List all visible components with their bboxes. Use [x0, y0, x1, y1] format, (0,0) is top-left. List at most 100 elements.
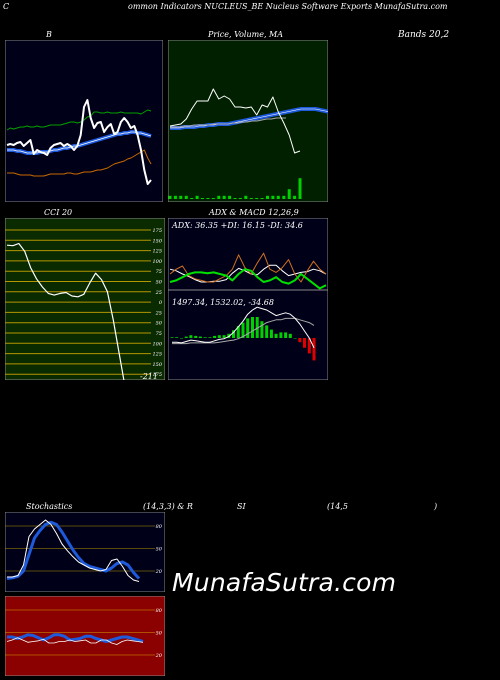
- adx-macd-label: ADX & MACD 12,26,9: [209, 208, 299, 217]
- macd-histogram-bar: [274, 333, 278, 338]
- cci-tick-label: 100: [152, 259, 162, 265]
- volume-bar: [276, 195, 280, 199]
- rsi-line: [7, 633, 144, 643]
- volume-bar: [211, 198, 215, 199]
- cci-value-label: -211: [140, 372, 158, 381]
- volume-bar: [233, 198, 237, 199]
- macd-histogram-bar: [175, 337, 179, 338]
- macd-histogram-bar: [227, 333, 231, 338]
- bollinger-lower-band: [7, 149, 152, 177]
- volume-bar: [179, 195, 183, 199]
- macd-histogram-bar: [284, 332, 288, 338]
- bollinger-upper-band: [6, 109, 152, 131]
- bollinger-middle-band-highlight: [7, 131, 152, 154]
- header-c: C: [3, 2, 10, 11]
- cci-label: CCI 20: [44, 208, 73, 217]
- cci-tick-label: 25: [155, 290, 162, 296]
- adx-chart: [168, 218, 328, 290]
- volume-bar: [293, 195, 297, 199]
- macd-histogram-bar: [260, 321, 264, 338]
- adx-values-label: ADX: 36.35 +DI: 16.15 -DI: 34.6: [172, 221, 303, 230]
- macd-histogram-bar: [265, 325, 269, 338]
- stoch-d-line: [6, 520, 141, 580]
- volume-bar: [282, 195, 286, 199]
- stochastics-chart: 80 50 20: [5, 512, 165, 592]
- bollinger-chart: [5, 40, 163, 202]
- adx-panel: [168, 218, 328, 290]
- cci-tick-label: 125: [152, 249, 162, 255]
- macd-histogram-bar: [298, 338, 302, 343]
- volume-bar: [222, 195, 226, 199]
- macd-histogram-bar: [303, 338, 306, 348]
- cci-tick-label: 125: [152, 352, 162, 358]
- cci-tick-label: 50: [156, 321, 163, 327]
- volume-bar: [255, 198, 259, 199]
- rsi-chart: 80 50 20: [5, 596, 165, 676]
- macd-histogram-bar: [279, 332, 283, 338]
- macd-panel: [168, 290, 328, 380]
- macd-histogram-bar: [180, 338, 183, 339]
- stoch-params-label: (14,3,3) & R: [143, 502, 193, 511]
- si-label: SI: [237, 502, 246, 511]
- cci-tick-label: 75: [156, 269, 162, 275]
- cci-tick-label: 150: [152, 362, 162, 368]
- cci-tick-label: 25: [155, 310, 162, 316]
- volume-bar: [271, 195, 275, 199]
- macd-histogram-bar: [293, 338, 297, 339]
- volume-bar: [201, 198, 204, 199]
- price-ma-short: [170, 117, 286, 128]
- rsi-tick-label: 20: [155, 653, 163, 659]
- bollinger-price-line: [6, 99, 152, 185]
- price-ma-label: Price, Volume, MA: [208, 30, 284, 39]
- macd-histogram-bar: [194, 335, 198, 338]
- macd-histogram-bar: [236, 326, 240, 338]
- volume-bar: [244, 195, 248, 199]
- cci-tick-label: 175: [152, 372, 162, 378]
- cci-panel: 175 150 125 100 75 50 25 0 25 50 75 100 125 150 175: [5, 218, 165, 380]
- rsi-params-label: (14,5: [327, 502, 348, 511]
- macd-histogram-bar: [198, 336, 202, 338]
- volume-bar: [249, 198, 253, 199]
- volume-bar: [238, 198, 242, 199]
- cci-tick-label: 100: [152, 341, 162, 347]
- cci-tick-label: 150: [152, 238, 162, 244]
- adx-line: [169, 264, 327, 283]
- volume-bar: [228, 195, 232, 199]
- macd-signal-line: [172, 317, 315, 345]
- stochastics-label: Stochastics: [26, 502, 73, 511]
- volume-bar: [184, 195, 188, 199]
- stoch-tick-label: 50: [156, 547, 163, 553]
- rsi-tick-label: 50: [156, 631, 163, 637]
- macd-values-label: 1497.34, 1532.02, -34.68: [172, 298, 274, 307]
- macd-chart: [168, 290, 328, 380]
- macd-histogram-bar: [255, 317, 259, 338]
- bands-label: Bands 20,2: [398, 30, 450, 40]
- macd-histogram-bar: [222, 335, 226, 338]
- volume-bar: [217, 195, 221, 199]
- macd-histogram-bar: [184, 336, 188, 338]
- macd-histogram-bar: [232, 330, 235, 338]
- volume-bar: [168, 195, 172, 199]
- macd-histogram-bar: [307, 338, 311, 354]
- price-chart: [168, 40, 328, 202]
- macd-histogram-bar: [288, 333, 292, 338]
- volume-bar: [173, 195, 177, 199]
- volume-bar: [287, 189, 291, 199]
- volume-bar: [266, 195, 269, 199]
- macd-line: [172, 306, 315, 349]
- cci-tick-label: 50: [156, 280, 163, 286]
- macd-histogram-bar: [312, 338, 316, 361]
- bollinger-label: B: [46, 30, 52, 39]
- macd-histogram-bar: [170, 337, 174, 338]
- macd-histogram-bar: [203, 337, 207, 338]
- watermark: MunafaSutra.com: [172, 568, 397, 597]
- stoch-tick-label: 20: [155, 569, 163, 575]
- macd-histogram-bar: [251, 317, 254, 338]
- macd-histogram-bar: [213, 335, 217, 338]
- price-panel: [168, 40, 328, 202]
- stoch-k-line: [7, 519, 140, 582]
- stoch-tick-label: 80: [156, 524, 163, 530]
- close-paren-label: ): [434, 502, 438, 511]
- macd-histogram-bar: [269, 329, 273, 338]
- volume-bar: [190, 198, 194, 199]
